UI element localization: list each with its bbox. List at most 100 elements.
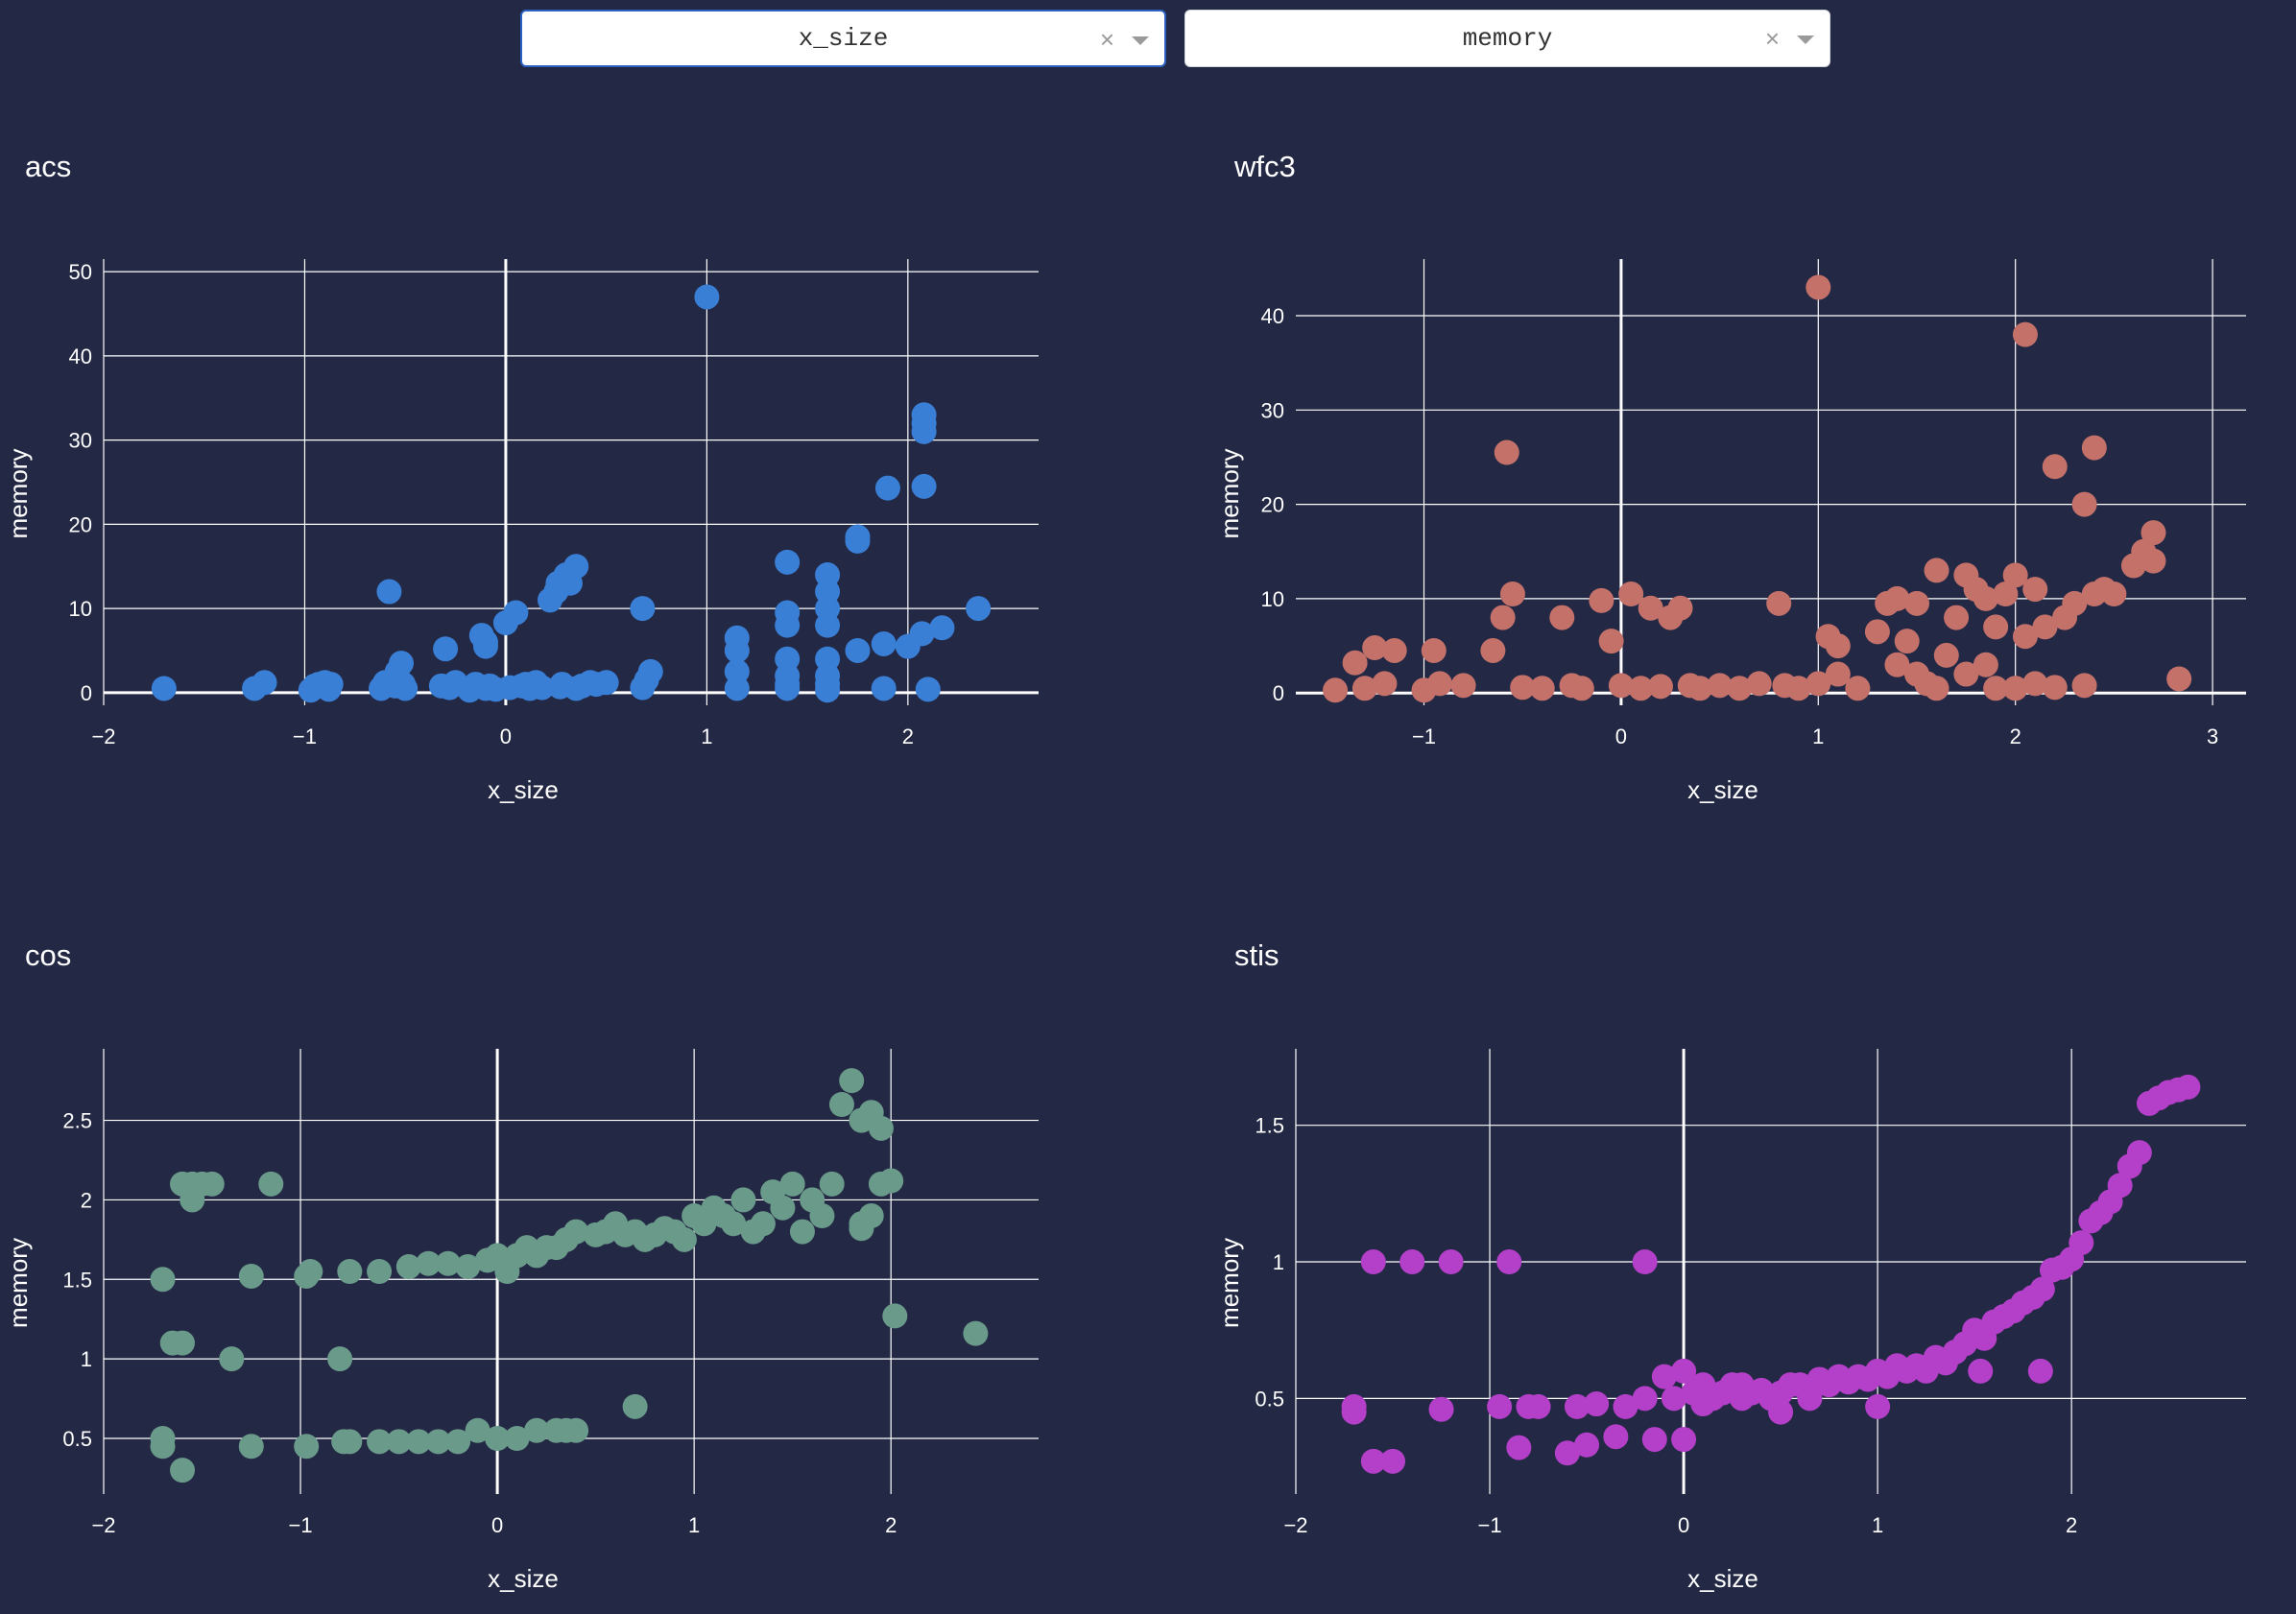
data-point[interactable]: [1865, 1393, 1891, 1419]
data-point[interactable]: [2062, 590, 2088, 616]
data-point[interactable]: [1924, 558, 1949, 583]
data-point[interactable]: [1707, 673, 1733, 699]
data-point[interactable]: [1574, 1432, 1600, 1458]
data-point[interactable]: [298, 1259, 323, 1284]
data-point[interactable]: [2027, 1358, 2053, 1384]
data-point[interactable]: [637, 658, 663, 684]
data-point[interactable]: [775, 672, 801, 698]
data-point[interactable]: [845, 524, 871, 550]
data-point[interactable]: [1661, 1386, 1686, 1412]
data-point[interactable]: [1983, 676, 2009, 701]
data-point[interactable]: [2107, 1173, 2133, 1199]
data-point[interactable]: [376, 579, 402, 605]
data-point[interactable]: [406, 1429, 432, 1455]
data-point[interactable]: [416, 1250, 442, 1276]
data-point[interactable]: [1766, 590, 1792, 616]
data-point[interactable]: [779, 1171, 805, 1197]
data-point[interactable]: [1968, 1358, 1994, 1384]
data-point[interactable]: [2042, 675, 2068, 700]
data-point[interactable]: [1671, 1427, 1697, 1453]
data-point[interactable]: [630, 596, 656, 622]
data-point[interactable]: [1450, 673, 1476, 699]
data-point[interactable]: [2071, 673, 2097, 699]
y-axis-chevron-down-icon[interactable]: [1797, 36, 1814, 44]
data-point[interactable]: [2101, 581, 2127, 606]
y-axis-dropdown[interactable]: memory ×: [1184, 10, 1830, 67]
data-point[interactable]: [524, 1417, 550, 1443]
data-point[interactable]: [828, 1092, 854, 1117]
data-point[interactable]: [1729, 1372, 1755, 1398]
data-point[interactable]: [1360, 1249, 1386, 1275]
data-point[interactable]: [882, 1303, 908, 1329]
data-point[interactable]: [1632, 1386, 1658, 1412]
data-point[interactable]: [1399, 1249, 1425, 1275]
data-point[interactable]: [1608, 673, 1634, 699]
data-point[interactable]: [1372, 671, 1398, 697]
data-point[interactable]: [2175, 1074, 2201, 1100]
data-point[interactable]: [445, 1429, 471, 1455]
data-point[interactable]: [563, 1417, 589, 1443]
data-point[interactable]: [815, 646, 841, 672]
data-point[interactable]: [1894, 629, 1920, 654]
data-point[interactable]: [150, 1434, 176, 1460]
data-point[interactable]: [1603, 1424, 1629, 1450]
data-point[interactable]: [504, 1426, 530, 1451]
data-point[interactable]: [1884, 652, 1910, 677]
data-point[interactable]: [337, 1429, 363, 1455]
data-point[interactable]: [1785, 676, 1811, 701]
data-point[interactable]: [2071, 491, 2097, 517]
data-point[interactable]: [1618, 581, 1644, 606]
data-point[interactable]: [1490, 605, 1516, 630]
data-point[interactable]: [1487, 1393, 1513, 1419]
data-point[interactable]: [179, 1187, 205, 1213]
data-point[interactable]: [929, 615, 955, 641]
data-point[interactable]: [1598, 629, 1624, 654]
data-point[interactable]: [966, 596, 992, 622]
data-point[interactable]: [721, 1211, 747, 1237]
data-point[interactable]: [1494, 439, 1519, 465]
data-point[interactable]: [819, 1171, 845, 1197]
data-point[interactable]: [839, 1068, 865, 1094]
data-point[interactable]: [367, 1429, 393, 1455]
x-axis-clear-icon[interactable]: ×: [1099, 25, 1114, 54]
data-point[interactable]: [1845, 676, 1871, 701]
data-point[interactable]: [503, 600, 529, 626]
data-point[interactable]: [871, 630, 897, 656]
data-point[interactable]: [170, 1330, 196, 1356]
data-point[interactable]: [2081, 435, 2107, 461]
data-point[interactable]: [2166, 666, 2192, 692]
data-point[interactable]: [2126, 1140, 2152, 1166]
data-point[interactable]: [465, 1417, 490, 1443]
data-point[interactable]: [775, 549, 801, 575]
data-point[interactable]: [622, 1393, 648, 1419]
data-point[interactable]: [1953, 661, 1979, 687]
data-point[interactable]: [425, 1429, 451, 1455]
data-point[interactable]: [1381, 637, 1407, 663]
data-point[interactable]: [1510, 675, 1536, 700]
data-point[interactable]: [367, 1259, 393, 1284]
data-point[interactable]: [294, 1434, 320, 1460]
data-point[interactable]: [1529, 676, 1555, 701]
data-point[interactable]: [1641, 1427, 1667, 1453]
data-point[interactable]: [1933, 642, 1959, 668]
x-axis-dropdown[interactable]: x_size ×: [520, 10, 1166, 67]
data-point[interactable]: [750, 1211, 776, 1237]
data-point[interactable]: [1924, 676, 1949, 701]
data-point[interactable]: [775, 646, 801, 672]
data-point[interactable]: [386, 1429, 412, 1455]
x-axis-chevron-down-icon[interactable]: [1132, 36, 1149, 45]
data-point[interactable]: [809, 1203, 835, 1228]
data-point[interactable]: [1496, 1249, 1522, 1275]
data-point[interactable]: [2069, 1230, 2094, 1256]
data-point[interactable]: [724, 658, 750, 684]
data-point[interactable]: [1687, 676, 1713, 701]
data-point[interactable]: [1428, 1396, 1454, 1422]
data-point[interactable]: [1993, 581, 2019, 606]
data-point[interactable]: [1554, 1440, 1580, 1466]
data-point[interactable]: [911, 402, 937, 428]
data-point[interactable]: [849, 1216, 874, 1242]
data-point[interactable]: [1584, 1391, 1610, 1417]
data-point[interactable]: [1647, 674, 1673, 700]
data-point[interactable]: [1480, 637, 1506, 663]
data-point[interactable]: [1638, 595, 1663, 621]
